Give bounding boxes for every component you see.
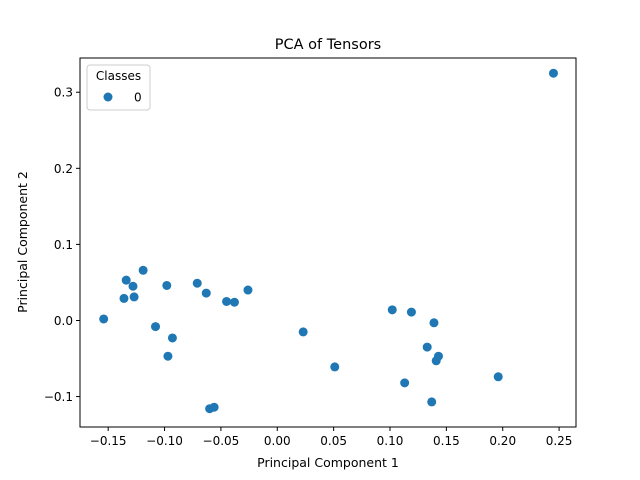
legend-marker [103,92,113,102]
data-point [222,296,232,306]
data-point [429,318,439,328]
data-point [548,68,558,78]
x-tick-label: −0.10 [146,434,183,448]
x-tick-label: 0.10 [377,434,404,448]
x-tick-label: −0.15 [90,434,127,448]
x-axis-ticks: −0.15 −0.10 −0.05 0.00 0.05 0.10 0.15 0.20 0.25 [90,427,573,448]
data-point [163,351,173,361]
legend-title: Classes [96,69,141,83]
data-point [119,293,129,303]
data-point [422,342,432,352]
y-tick-label: 0.2 [54,162,73,176]
y-tick-label: −0.1 [44,390,73,404]
x-tick-label: 0.15 [433,434,460,448]
y-axis-label: Principal Component 2 [15,171,30,313]
y-tick-label: 0.3 [54,86,73,100]
y-tick-label: 0.0 [54,314,73,328]
data-point [128,281,138,291]
data-point [99,314,109,324]
x-axis-label: Principal Component 1 [257,455,399,470]
data-point [243,285,253,295]
legend-entry-label: 0 [134,91,142,105]
data-point [427,397,437,407]
data-point [162,280,172,290]
data-point [151,322,161,332]
x-tick-label: 0.20 [489,434,516,448]
data-point [201,288,211,298]
legend-box [86,64,151,111]
data-point [209,402,219,412]
x-tick-label: 0.25 [546,434,573,448]
y-axis-ticks: −0.1 0.0 0.1 0.2 0.3 [44,86,80,404]
data-point [229,297,239,307]
legend: Classes 0 [86,64,151,111]
x-tick-label: 0.00 [264,434,291,448]
data-point [387,305,397,315]
chart-title: PCA of Tensors [275,37,381,53]
x-tick-label: 0.05 [320,434,347,448]
data-point [121,275,131,285]
data-point [138,265,148,275]
scatter-points [99,68,558,414]
x-tick-label: −0.05 [203,434,240,448]
data-point [400,378,410,388]
data-point [192,278,202,288]
data-point [433,351,443,361]
data-point [298,327,308,337]
y-tick-label: 0.1 [54,238,73,252]
data-point [406,307,416,317]
data-point [330,362,340,372]
data-point [167,333,177,343]
plot-area-frame [79,57,577,428]
data-point [129,292,139,302]
data-point [493,372,503,382]
